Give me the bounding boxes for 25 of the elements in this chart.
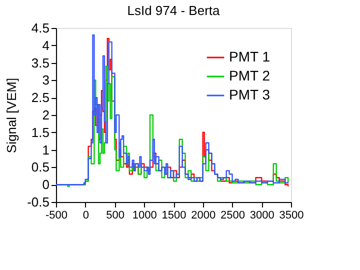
y-tick-label: 3.5 [31, 55, 50, 70]
x-tick-label: 1000 [132, 210, 157, 222]
y-tick-label: 3 [42, 72, 50, 88]
legend-label: PMT 2 [229, 68, 270, 84]
x-tick-label: 3500 [279, 210, 304, 222]
x-tick-label: 500 [106, 210, 124, 222]
y-tick-label: 4.5 [31, 20, 50, 36]
y-tick-label: 2 [42, 108, 50, 122]
y-tick-label: 2.5 [31, 90, 50, 106]
x-tick-label: 2500 [220, 210, 245, 222]
x-tick-label: -500 [45, 210, 68, 222]
y-tick-label: 1.5 [31, 124, 50, 140]
x-tick-label: 2000 [191, 210, 216, 222]
chart-title: LsId 974 - Berta [127, 3, 221, 18]
legend-label: PMT 1 [229, 48, 270, 64]
x-tick-label: 1500 [162, 210, 186, 222]
legend-label: PMT 3 [229, 86, 270, 102]
x-tick-label: 3000 [250, 210, 274, 222]
y-tick-label: -0.5 [27, 194, 50, 210]
y-tick-label: 0 [42, 177, 50, 192]
y-tick-label: 0.5 [31, 160, 50, 175]
x-tick-label: 0 [82, 210, 89, 222]
y-tick-label: 4 [42, 38, 50, 53]
y-tick-label: 1 [42, 142, 50, 158]
y-axis-title: Signal [VEM] [4, 78, 20, 154]
